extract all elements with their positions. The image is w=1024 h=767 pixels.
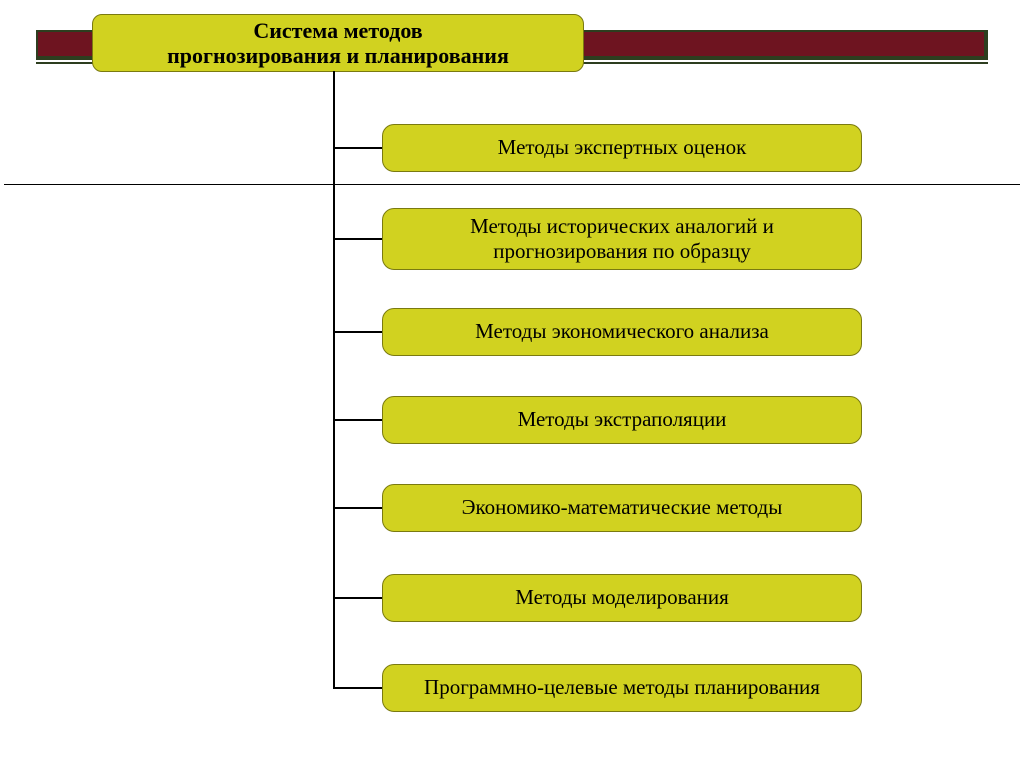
tree-branch xyxy=(333,419,382,421)
method-item: Методы экономического анализа xyxy=(382,308,862,356)
method-item-label: Программно-целевые методы планирования xyxy=(424,675,820,700)
title-box: Система методов прогнозирования и планир… xyxy=(92,14,584,72)
method-item-label: Методы экономического анализа xyxy=(475,319,769,344)
tree-branch xyxy=(333,507,382,509)
tree-branch xyxy=(333,238,382,240)
method-item-label: Экономико-математические методы xyxy=(462,495,783,520)
horizontal-rule xyxy=(4,184,1020,185)
method-item-label: Методы экстраполяции xyxy=(518,407,727,432)
method-item: Методы исторических аналогий и прогнозир… xyxy=(382,208,862,270)
method-item: Экономико-математические методы xyxy=(382,484,862,532)
tree-branch xyxy=(333,331,382,333)
method-item-label: Методы моделирования xyxy=(515,585,729,610)
method-item-label: Методы экспертных оценок xyxy=(498,135,747,160)
method-item-label: Методы исторических аналогий и прогнозир… xyxy=(391,214,853,264)
tree-branch xyxy=(333,147,382,149)
tree-branch xyxy=(333,687,382,689)
title-line1: Система методов xyxy=(253,18,422,43)
tree-branch xyxy=(333,597,382,599)
method-item: Методы моделирования xyxy=(382,574,862,622)
method-item: Программно-целевые методы планирования xyxy=(382,664,862,712)
title-line2: прогнозирования и планирования xyxy=(167,43,509,68)
method-item: Методы экстраполяции xyxy=(382,396,862,444)
method-item: Методы экспертных оценок xyxy=(382,124,862,172)
